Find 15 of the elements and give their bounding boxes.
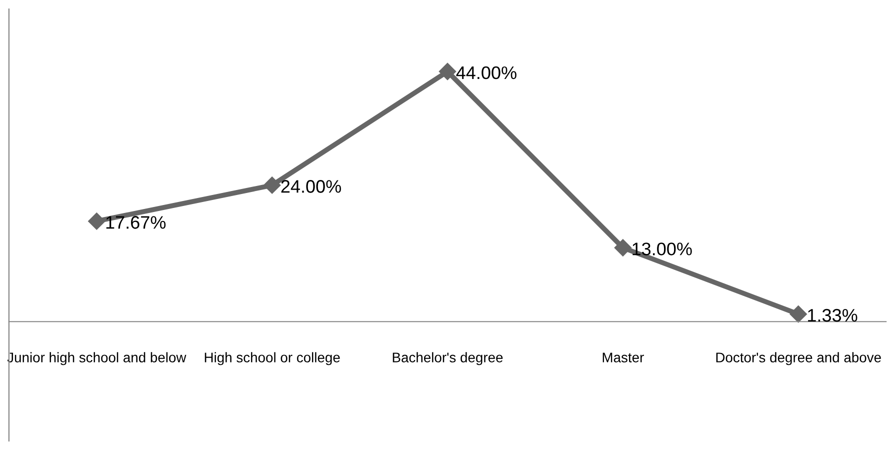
point <box>790 306 807 323</box>
x-tick-label: Junior high school and below <box>7 352 186 366</box>
x-tick-label: Doctor's degree and above <box>716 352 881 366</box>
data-label: 13.00% <box>632 242 692 256</box>
data-label: 44.00% <box>456 66 516 80</box>
data-label: 24.00% <box>281 180 342 193</box>
point <box>264 176 281 194</box>
x-tick-label: Bachelor's degree <box>392 352 503 366</box>
data-label: 1.33% <box>808 308 858 322</box>
x-tick-label: High school or college <box>204 352 340 366</box>
point <box>438 62 456 80</box>
x-tick-label: Master <box>602 352 644 362</box>
point <box>614 239 632 256</box>
point <box>88 212 106 230</box>
data-label: 17.67% <box>106 216 166 229</box>
